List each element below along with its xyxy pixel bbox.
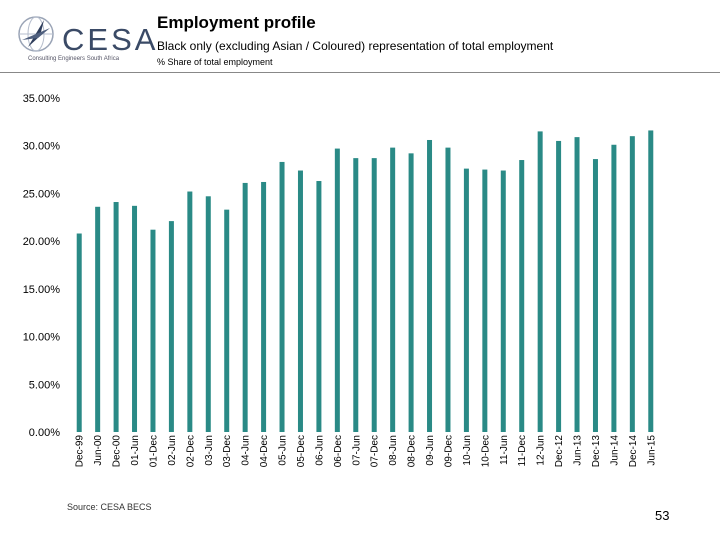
x-tick-label: Jun-13: [573, 435, 584, 466]
y-tick-label: 35.00%: [23, 93, 61, 105]
x-tick-label: 05-Jun: [278, 435, 289, 466]
bar: [132, 205, 138, 432]
x-tick-label: 06-Dec: [333, 435, 344, 467]
x-tick-label: 11-Dec: [517, 435, 528, 467]
bar: [168, 221, 174, 432]
bar: [113, 202, 119, 432]
bar: [500, 170, 506, 433]
chart-subtitle: Black only (excluding Asian / Coloured) …: [157, 39, 554, 53]
bar: [427, 139, 433, 432]
page-number: 53: [655, 508, 670, 523]
x-tick-label: 08-Dec: [407, 435, 418, 467]
x-tick-label: 11-Jun: [499, 435, 510, 465]
bar: [390, 147, 396, 432]
bar: [592, 159, 598, 432]
bar: [371, 158, 377, 432]
x-tick-label: 01-Dec: [148, 435, 159, 467]
x-tick-label: Dec-14: [628, 435, 639, 468]
y-tick-label: 0.00%: [29, 427, 60, 439]
bar: [519, 160, 525, 432]
x-tick-label: Jun-00: [93, 435, 104, 466]
y-tick-label: 20.00%: [23, 236, 61, 248]
x-tick-label: 09-Dec: [443, 435, 454, 467]
bar: [629, 136, 635, 432]
measure-label: % Share of total employment: [157, 57, 273, 67]
bar: [261, 181, 267, 432]
x-tick-label: 03-Dec: [222, 435, 233, 467]
x-tick-label: 08-Jun: [388, 435, 399, 466]
cesa-logo: CESA Consulting Engineers South Africa: [14, 14, 155, 70]
header-divider: [0, 72, 720, 73]
x-tick-label: Dec-99: [75, 435, 86, 468]
x-tick-label: 02-Jun: [167, 435, 178, 466]
x-tick-label: Dec-13: [591, 435, 602, 468]
x-tick-label: 04-Dec: [259, 435, 270, 467]
x-tick-label: Dec-12: [554, 435, 565, 468]
logo-subtext: Consulting Engineers South Africa: [28, 56, 120, 62]
bar: [537, 131, 543, 432]
bar: [648, 130, 654, 432]
globe-logo-icon: [18, 16, 54, 52]
x-tick-label: 01-Jun: [130, 435, 141, 466]
bar: [95, 206, 101, 432]
bar: [279, 161, 285, 433]
x-tick-label: 04-Jun: [241, 435, 252, 466]
x-tick-label: 10-Dec: [480, 435, 491, 467]
x-tick-label: Jun-14: [609, 435, 620, 466]
bar: [445, 147, 451, 432]
x-tick-label: 06-Jun: [314, 435, 325, 466]
bar: [482, 169, 488, 433]
x-tick-label: 07-Jun: [351, 435, 362, 466]
x-tick-label: 09-Jun: [425, 435, 436, 466]
bar: [316, 181, 322, 432]
x-tick-label: 12-Jun: [536, 435, 547, 466]
bar: [353, 158, 359, 432]
y-tick-label: 10.00%: [23, 332, 61, 344]
bar: [187, 191, 193, 432]
x-tick-label: 05-Dec: [296, 435, 307, 467]
bar: [574, 137, 580, 432]
x-tick-label: 10-Jun: [462, 435, 473, 466]
bar: [76, 233, 82, 432]
y-tick-label: 15.00%: [23, 284, 61, 296]
x-tick-label: Dec-00: [112, 435, 123, 468]
bar: [242, 182, 248, 432]
bar: [556, 140, 562, 432]
bar: [224, 209, 230, 432]
bar: [463, 168, 469, 433]
page-title: Employment profile: [157, 13, 316, 32]
bar: [297, 170, 303, 433]
y-tick-label: 5.00%: [29, 379, 60, 391]
x-tick-label: 03-Jun: [204, 435, 215, 466]
x-tick-label: 07-Dec: [370, 435, 381, 467]
bar: [408, 153, 414, 432]
source-note: Source: CESA BECS: [67, 502, 152, 512]
bar: [205, 196, 211, 432]
x-tick-label: Jun-15: [646, 435, 657, 466]
y-tick-label: 25.00%: [23, 188, 61, 200]
bar: [334, 148, 340, 432]
logo-text: CESA: [62, 22, 159, 57]
bar: [150, 229, 156, 432]
y-tick-label: 30.00%: [23, 141, 61, 153]
bar: [611, 144, 617, 432]
x-tick-label: 02-Dec: [185, 435, 196, 467]
